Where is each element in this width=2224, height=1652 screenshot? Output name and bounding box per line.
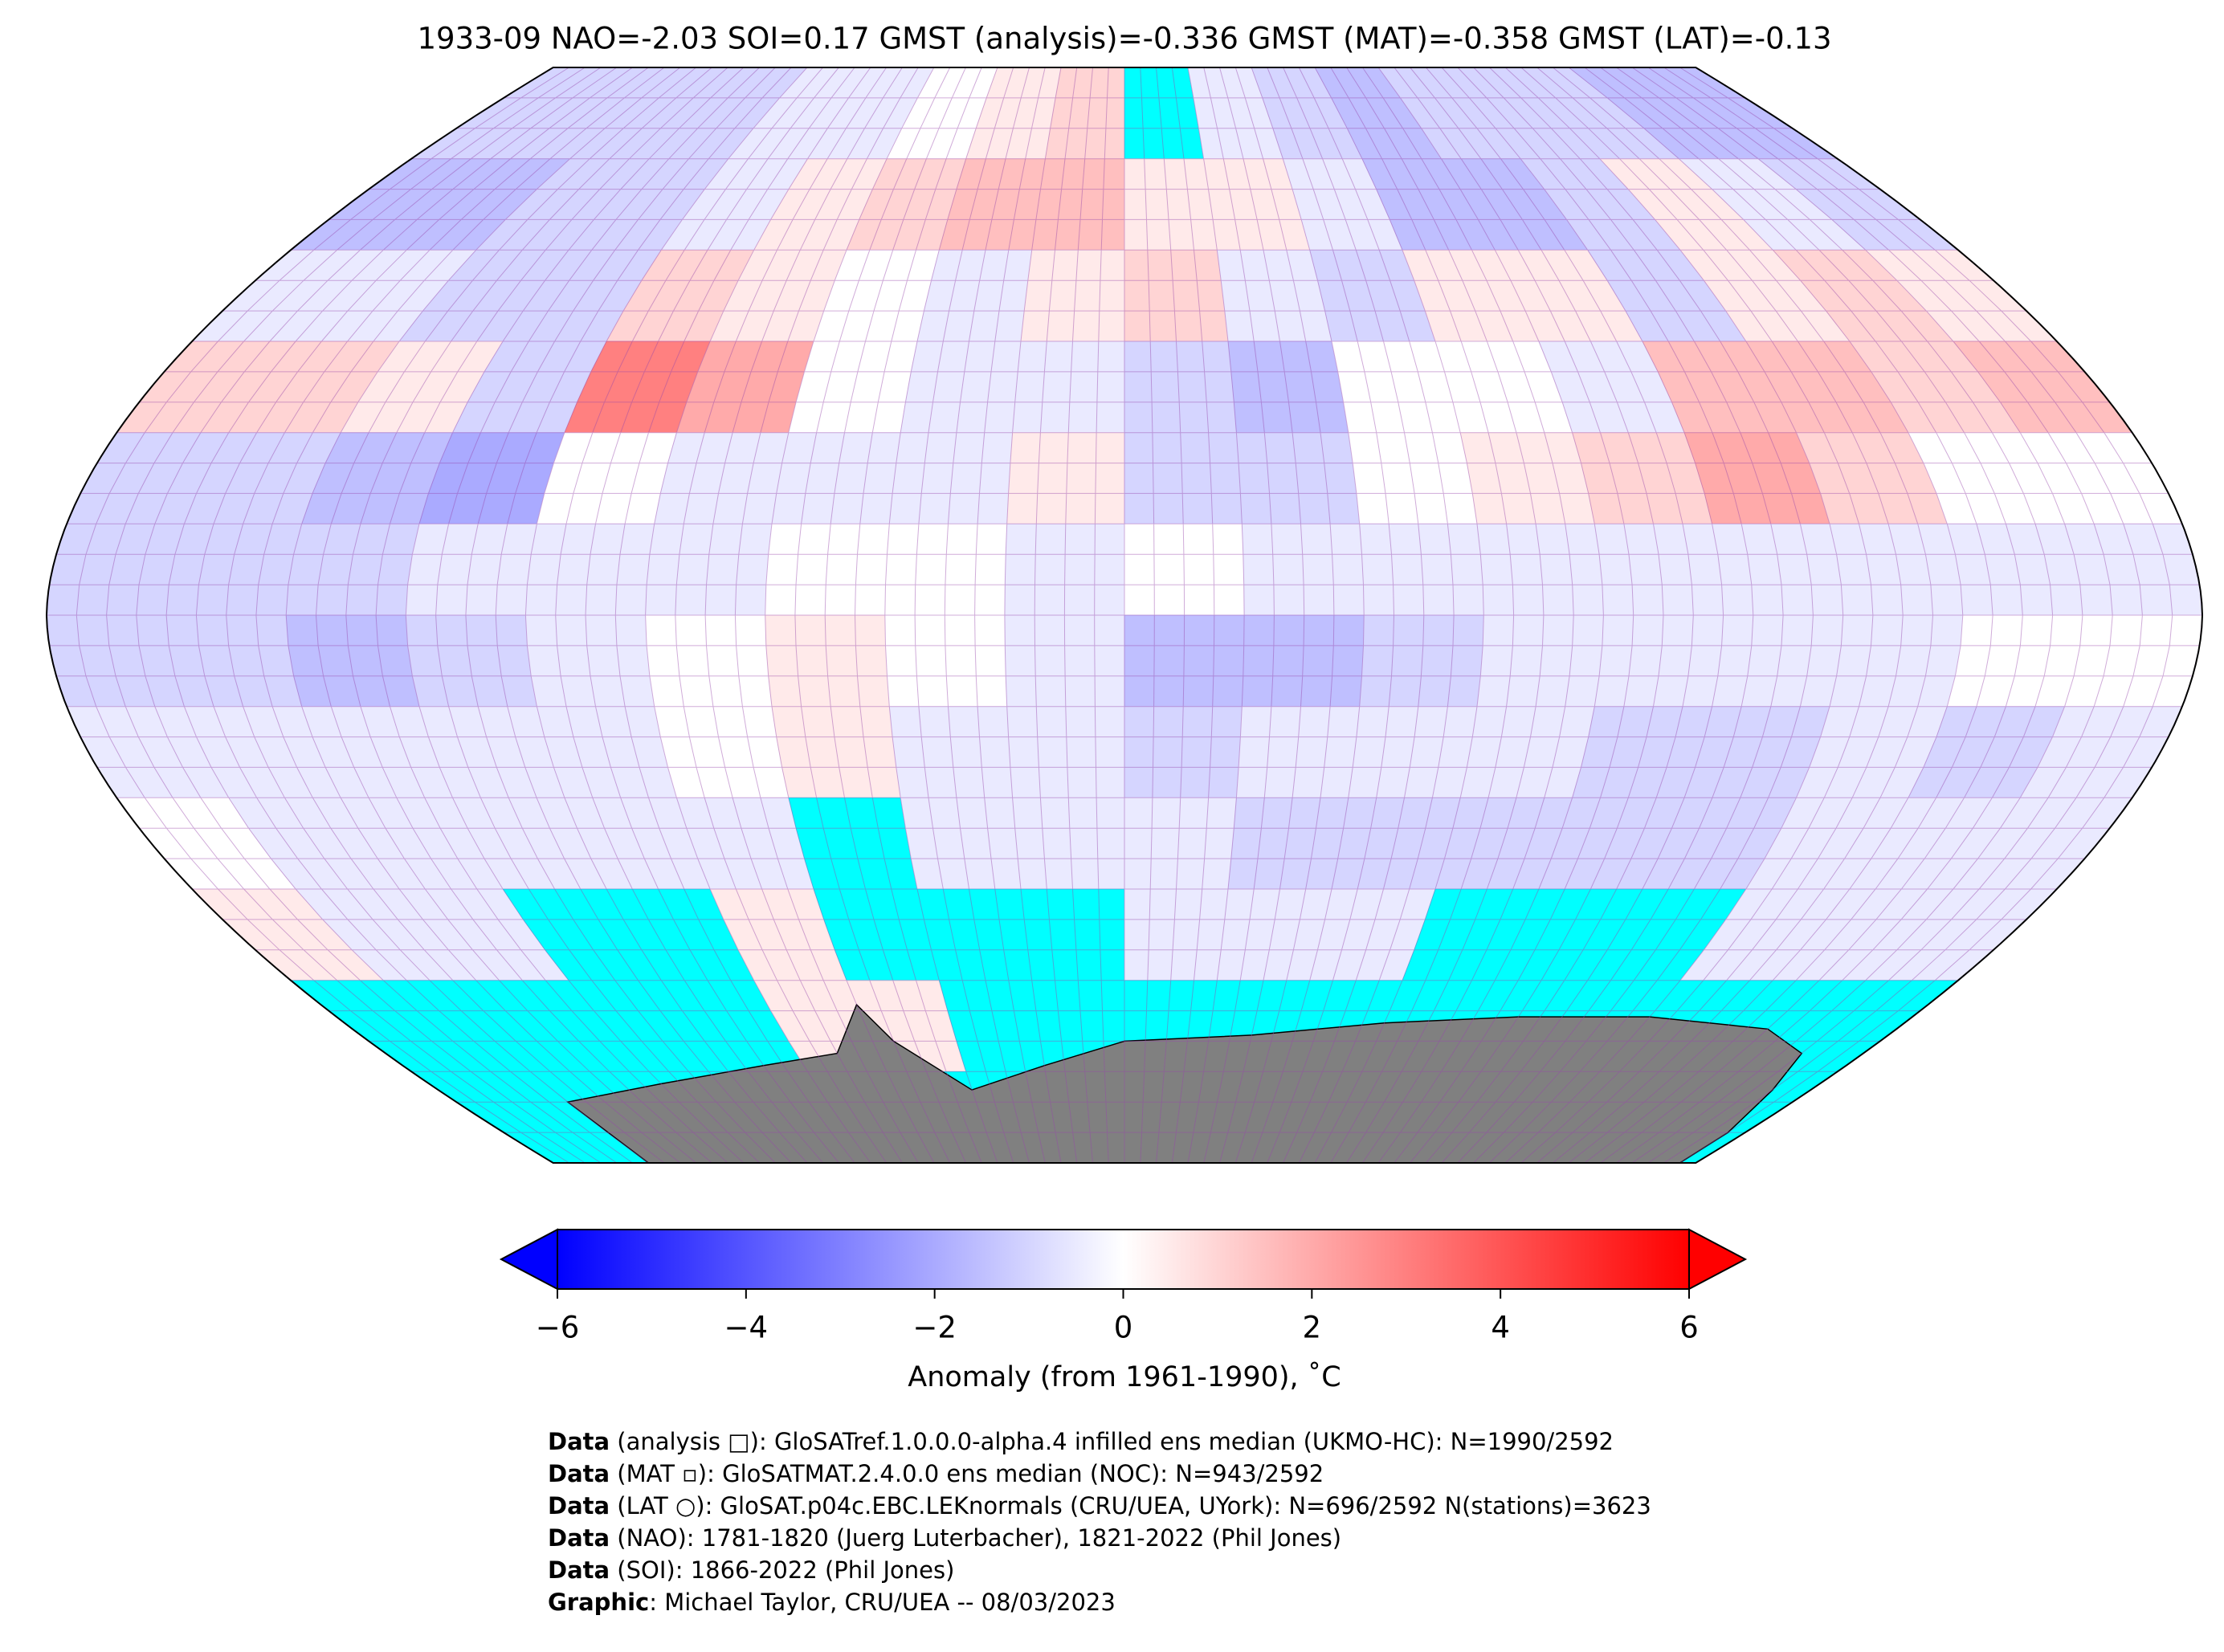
colorbar-tick-label: 4 (1491, 1311, 1510, 1345)
anomaly-cell (1946, 614, 2083, 707)
anomaly-cell (1829, 524, 1964, 616)
anomaly-cell (765, 524, 890, 616)
anomaly-cell (165, 614, 303, 707)
colorbar-tick-label: −4 (724, 1311, 769, 1345)
anomaly-cell (1124, 888, 1229, 981)
anomaly-cell (1946, 524, 2083, 616)
colorbar-arrow-high (1688, 1228, 1748, 1291)
colorbar-tick-label: 0 (1114, 1311, 1133, 1345)
anomaly-cell (1236, 432, 1360, 524)
anomaly-cell (889, 432, 1013, 524)
colorbar-tick-label: −2 (912, 1311, 957, 1345)
anomaly-cell (1124, 341, 1237, 433)
anomaly-cell (1124, 158, 1218, 251)
anomaly-cell (285, 614, 420, 707)
footer-line: Graphic: Michael Taylor, CRU/UEA -- 08/0… (548, 1589, 1116, 1616)
anomaly-cell (1348, 706, 1478, 798)
colorbar-gradient (557, 1229, 1690, 1290)
anomaly-cell (46, 614, 185, 707)
anomaly-cell (525, 524, 655, 616)
colorbar: −6 −4 −2 0 2 4 6 (499, 1228, 1748, 1345)
footer-text: (LAT ○): GloSAT.p04c.EBC.LEKnormals (CRU… (610, 1492, 1651, 1519)
footer-text: : Michael Taylor, CRU/UEA -- 08/03/2023 (649, 1589, 1116, 1616)
footer-text: (MAT ▫): GloSATMAT.2.4.0.0 ens median (N… (610, 1460, 1324, 1487)
anomaly-cell (406, 614, 537, 707)
anomaly-cell (406, 524, 537, 616)
anomaly-cell (1012, 797, 1125, 890)
anomaly-cell (889, 706, 1013, 798)
footer-text: (SOI): 1866-2022 (Phil Jones) (610, 1556, 954, 1584)
anomaly-cell (285, 524, 420, 616)
anomaly-cell (46, 524, 185, 616)
anomaly-cell (1236, 706, 1360, 798)
anomaly-cell (771, 706, 901, 798)
anomaly-cell (1348, 432, 1478, 524)
anomaly-cell (1227, 797, 1349, 890)
anomaly-cell (1012, 341, 1125, 433)
footer-label: Graphic (548, 1589, 649, 1616)
anomaly-cell (1476, 614, 1604, 707)
anomaly-cell (1359, 524, 1484, 616)
footer-line: Data (NAO): 1781-1820 (Juerg Luterbacher… (548, 1524, 1341, 1552)
anomaly-cell (525, 614, 655, 707)
anomaly-cell (1124, 797, 1237, 890)
footer-line: Data (MAT ▫): GloSATMAT.2.4.0.0 ens medi… (548, 1460, 1324, 1487)
anomaly-cell (771, 432, 901, 524)
footer-line: Data (LAT ○): GloSAT.p04c.EBC.LEKnormals… (548, 1492, 1651, 1519)
footer-text: (NAO): 1781-1820 (Juerg Luterbacher), 18… (610, 1524, 1341, 1552)
footer-label: Data (548, 1428, 610, 1455)
anomaly-cell (645, 614, 773, 707)
colorbar-tick-label: −6 (536, 1311, 580, 1345)
anomaly-cell (900, 797, 1022, 890)
anomaly-cell (1594, 524, 1724, 616)
anomaly-cell (1594, 614, 1724, 707)
footer-label: Data (548, 1492, 610, 1519)
anomaly-cell (645, 524, 773, 616)
colorbar-tick-label: 6 (1679, 1311, 1699, 1345)
anomaly-cell (165, 524, 303, 616)
anomaly-cell (1829, 614, 1964, 707)
map-outline (45, 67, 2204, 1164)
footer-label: Data (548, 1460, 610, 1487)
anomaly-cell (1020, 250, 1125, 342)
anomaly-cell (1359, 614, 1484, 707)
title: 1933-09 NAO=-2.03 SOI=0.17 GMST (analysi… (417, 22, 1831, 56)
anomaly-cell (1227, 341, 1349, 433)
colorbar-arrow-low (499, 1228, 558, 1291)
antarctica (566, 1003, 1803, 1164)
missing-cell (1020, 888, 1125, 981)
colorbar-tick-label: 2 (1303, 1311, 1322, 1345)
anomaly-cell (900, 341, 1022, 433)
anomaly-cell (1124, 250, 1229, 342)
footer-label: Data (548, 1524, 610, 1552)
footer: Data (analysis □): GloSATref.1.0.0.0-alp… (548, 1428, 1651, 1616)
anomaly-cell (1712, 614, 1843, 707)
colorbar-label: Anomaly (from 1961-1990), ˚C (908, 1360, 1341, 1393)
footer-text: (analysis □): GloSATref.1.0.0.0-alpha.4 … (610, 1428, 1614, 1455)
map (45, 67, 2204, 1164)
footer-line: Data (SOI): 1866-2022 (Phil Jones) (548, 1556, 954, 1584)
anomaly-cell (2064, 614, 2203, 707)
footer-line: Data (analysis □): GloSATref.1.0.0.0-alp… (548, 1428, 1614, 1455)
footer-label: Data (548, 1556, 610, 1584)
anomaly-cell (1031, 158, 1125, 251)
anomaly-cell (1712, 524, 1843, 616)
anomaly-cell (2064, 524, 2203, 616)
anomaly-cell (1476, 524, 1604, 616)
anomaly-cell (765, 614, 890, 707)
